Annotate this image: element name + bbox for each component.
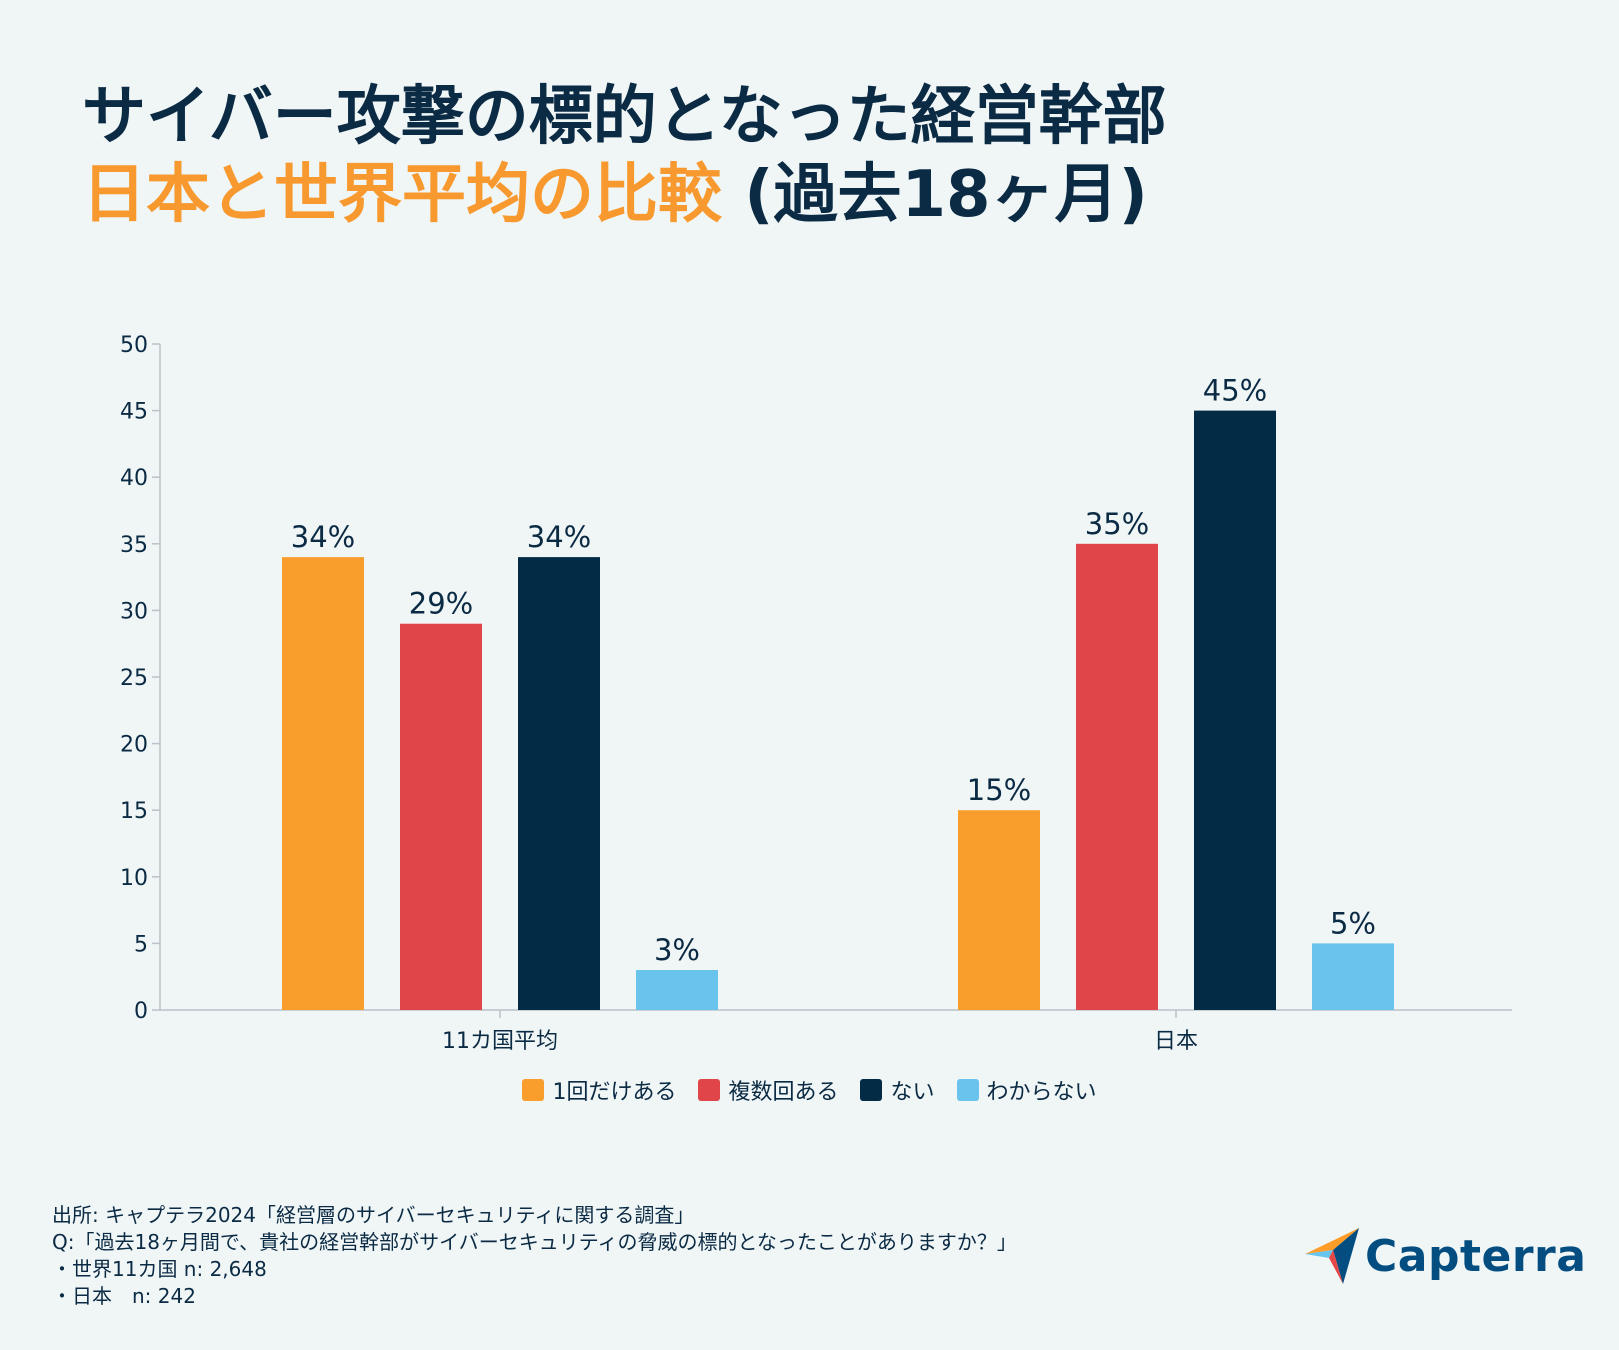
- y-tick-label: 10: [120, 866, 148, 891]
- footnote-sample-world: ・世界11カ国 n: 2,648: [52, 1257, 267, 1281]
- y-tick-label: 5: [134, 932, 148, 957]
- legend-label: わからない: [986, 1080, 1097, 1105]
- chart-subtitle: 日本と世界平均の比較 (過去18ヶ月): [82, 156, 1167, 234]
- y-tick-label: 40: [120, 466, 148, 491]
- capterra-logo-text: Capterra: [1365, 1230, 1587, 1282]
- bar: [1076, 543, 1158, 1010]
- data-label: 15%: [967, 773, 1031, 807]
- capterra-arrow-icon: [1305, 1228, 1359, 1284]
- subtitle-accent: 日本と世界平均の比較: [82, 158, 722, 232]
- bar: [1194, 410, 1276, 1011]
- legend-swatch: [698, 1079, 721, 1101]
- legend-label: ない: [890, 1080, 935, 1105]
- data-label: 34%: [291, 520, 355, 554]
- bar: [518, 557, 600, 1010]
- y-tick-label: 30: [120, 599, 148, 624]
- bar-chart: 0 5 10 15 20 25 30 35 40 45 50 11カ国平均 34% 29% 34% 3% 日本 1…: [120, 333, 1512, 1050]
- legend-item: ない: [860, 1074, 935, 1106]
- bar: [282, 557, 364, 1010]
- legend-item: 1回だけある: [522, 1074, 676, 1106]
- footnote: 出所: キャプテラ2024「経営層のサイバーセキュリティに関する調査」 Q:「過…: [52, 1202, 1017, 1310]
- legend-item: 複数回ある: [698, 1074, 838, 1106]
- y-tick-label: 20: [120, 733, 148, 758]
- data-label: 34%: [527, 520, 591, 554]
- data-label: 29%: [409, 587, 473, 621]
- bar: [1312, 943, 1394, 1010]
- capterra-logo: Capterra: [1305, 1228, 1586, 1284]
- footnote-source: 出所: キャプテラ2024「経営層のサイバーセキュリティに関する調査」: [52, 1203, 695, 1227]
- data-label: 5%: [1330, 906, 1376, 940]
- y-tick-label: 35: [120, 533, 148, 558]
- data-label: 45%: [1203, 374, 1267, 408]
- legend-label: 1回だけある: [552, 1080, 677, 1105]
- bar: [400, 623, 482, 1010]
- subtitle-period: (過去18ヶ月): [722, 158, 1148, 232]
- bar: [636, 970, 718, 1010]
- x-tick-label: 日本: [1154, 1029, 1198, 1050]
- footnote-question: Q:「過去18ヶ月間で、貴社の経営幹部がサイバーセキュリティの脅威の標的となった…: [52, 1230, 1017, 1254]
- x-tick-label: 11カ国平均: [442, 1029, 558, 1050]
- y-tick-label: 15: [120, 799, 148, 824]
- legend-item: わからない: [956, 1074, 1097, 1106]
- legend: 1回だけある 複数回ある ない わからない: [0, 1074, 1619, 1106]
- y-tick-label: 25: [120, 666, 148, 691]
- legend-swatch: [860, 1079, 883, 1101]
- data-label: 35%: [1085, 507, 1149, 541]
- footnote-sample-japan: ・日本 n: 242: [52, 1284, 196, 1308]
- legend-label: 複数回ある: [728, 1080, 839, 1105]
- bar: [958, 810, 1040, 1010]
- title-block: サイバー攻撃の標的となった経営幹部 日本と世界平均の比較 (過去18ヶ月): [82, 78, 1167, 234]
- chart-title: サイバー攻撃の標的となった経営幹部: [82, 80, 1167, 154]
- y-tick-label: 0: [134, 999, 148, 1024]
- legend-swatch: [522, 1079, 545, 1101]
- y-tick-label: 50: [120, 333, 148, 358]
- legend-swatch: [956, 1079, 979, 1101]
- y-tick-label: 45: [120, 400, 148, 425]
- data-label: 3%: [654, 933, 700, 967]
